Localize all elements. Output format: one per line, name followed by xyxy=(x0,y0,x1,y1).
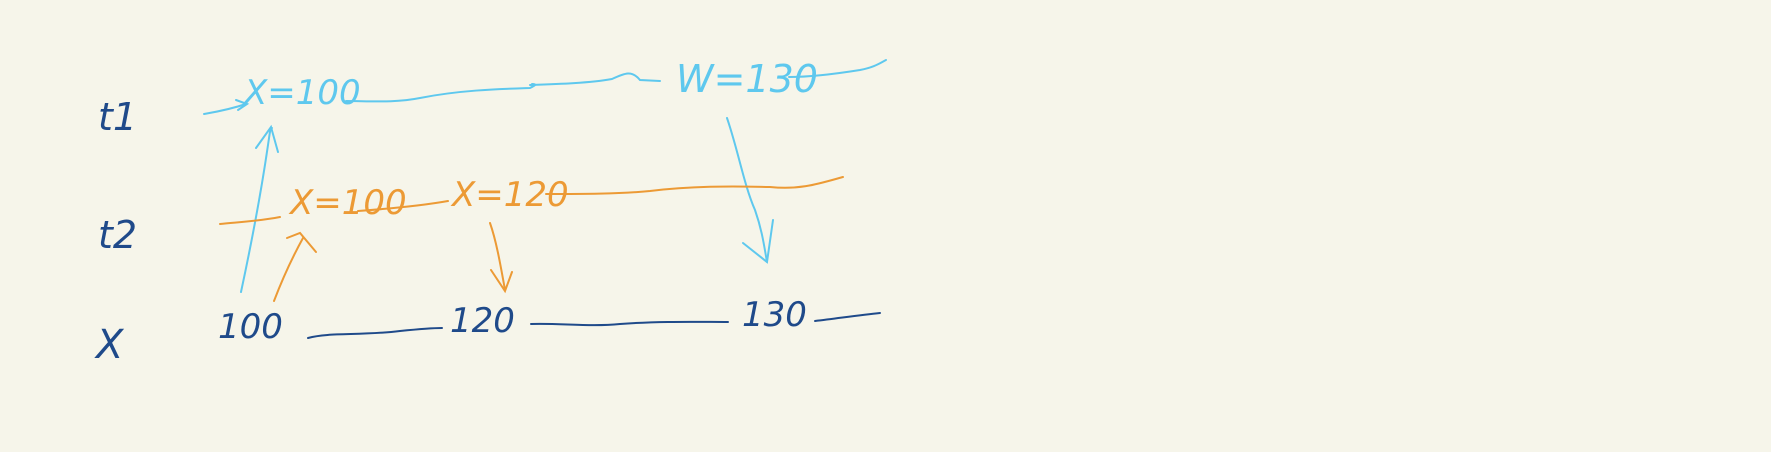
x-timeline xyxy=(307,312,881,339)
t2-lead-line xyxy=(219,216,281,225)
t2-read-label: X=100 xyxy=(288,183,407,223)
t2-write-arrow xyxy=(489,222,513,294)
t2-write-label: X=120 xyxy=(450,175,569,215)
t1-read-label: X=100 xyxy=(242,73,361,113)
row-label-x: X xyxy=(94,322,125,368)
x-line-2 xyxy=(530,320,729,327)
t1-timeline xyxy=(203,59,887,115)
t1-lead-arrowhead xyxy=(235,99,250,111)
x-value-130: 130 xyxy=(742,295,807,335)
t2-line-1 xyxy=(357,200,449,212)
row-label-t2: t2 xyxy=(98,213,137,257)
t1-line-3 xyxy=(788,59,887,78)
t1-line-1 xyxy=(345,83,537,103)
t1-write-arrow xyxy=(726,117,774,264)
t2-read-arrow xyxy=(273,231,317,302)
x-line-1 xyxy=(307,327,443,339)
t1-write-label: W=130 xyxy=(676,57,818,101)
x-value-120: 120 xyxy=(450,301,515,341)
t1-read-arrow xyxy=(240,124,279,293)
x-value-100: 100 xyxy=(218,307,283,347)
t2-timeline xyxy=(219,176,844,225)
row-label-t1: t1 xyxy=(98,95,137,139)
t1-line-2 xyxy=(529,72,661,86)
t2-line-2 xyxy=(545,176,844,195)
x-line-3 xyxy=(814,312,881,322)
t1-lead-line xyxy=(203,103,247,115)
